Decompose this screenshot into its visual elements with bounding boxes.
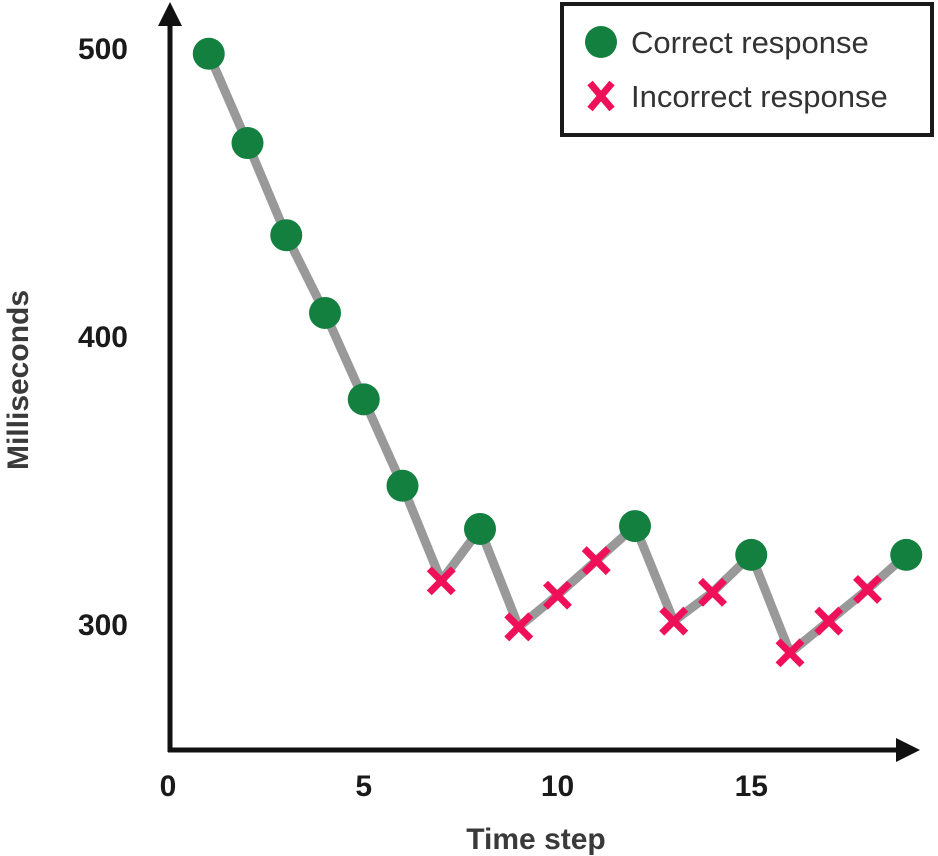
line-segment-8 bbox=[475, 524, 524, 632]
tick-labels: 0 5 10 15 300 400 500 bbox=[78, 33, 768, 803]
point-incorrect-11 bbox=[581, 546, 611, 576]
x-tick-label-0: 0 bbox=[160, 770, 177, 803]
x-axis-arrow bbox=[896, 738, 920, 762]
point-incorrect-9 bbox=[504, 612, 534, 642]
line-segment-2 bbox=[243, 138, 291, 240]
legend-incorrect-label: Incorrect response bbox=[631, 79, 888, 114]
y-tick-label-300: 300 bbox=[78, 609, 128, 642]
x-tick-label-15: 15 bbox=[735, 770, 768, 803]
data-layer bbox=[192, 37, 923, 668]
y-tick-label-500: 500 bbox=[78, 33, 128, 66]
point-correct-19 bbox=[890, 538, 923, 571]
point-incorrect-17 bbox=[814, 606, 844, 636]
point-incorrect-18 bbox=[853, 574, 882, 604]
x-tick-label-10: 10 bbox=[541, 770, 574, 803]
legend-incorrect-marker bbox=[587, 80, 615, 112]
point-incorrect-7 bbox=[426, 566, 456, 596]
point-incorrect-16 bbox=[775, 638, 805, 668]
y-tick-label-400: 400 bbox=[78, 321, 128, 354]
line-segment-15 bbox=[746, 550, 795, 658]
legend-correct-marker bbox=[585, 26, 617, 58]
point-correct-3 bbox=[270, 219, 303, 252]
point-correct-8 bbox=[464, 512, 496, 545]
point-correct-6 bbox=[386, 469, 419, 502]
x-tick-label-5: 5 bbox=[355, 770, 372, 803]
legend-correct-label: Correct response bbox=[631, 25, 869, 60]
legend: Correct response Incorrect response bbox=[560, 2, 934, 137]
axes bbox=[158, 2, 920, 762]
point-incorrect-14 bbox=[698, 577, 727, 607]
point-correct-2 bbox=[231, 127, 264, 160]
y-axis-arrow bbox=[158, 2, 182, 26]
line-segment-6 bbox=[398, 481, 446, 586]
line-segment-12 bbox=[630, 521, 679, 626]
point-correct-1 bbox=[192, 37, 225, 70]
point-correct-15 bbox=[735, 538, 768, 571]
point-incorrect-10 bbox=[543, 580, 572, 610]
y-axis-label: Milliseconds bbox=[2, 290, 35, 470]
legend-box bbox=[560, 2, 934, 137]
line-segment-1 bbox=[204, 49, 252, 148]
point-incorrect-13 bbox=[659, 606, 689, 636]
point-correct-5 bbox=[347, 383, 380, 416]
point-correct-4 bbox=[309, 296, 341, 329]
x-axis-label: Time step bbox=[466, 823, 606, 856]
point-correct-12 bbox=[619, 510, 651, 543]
